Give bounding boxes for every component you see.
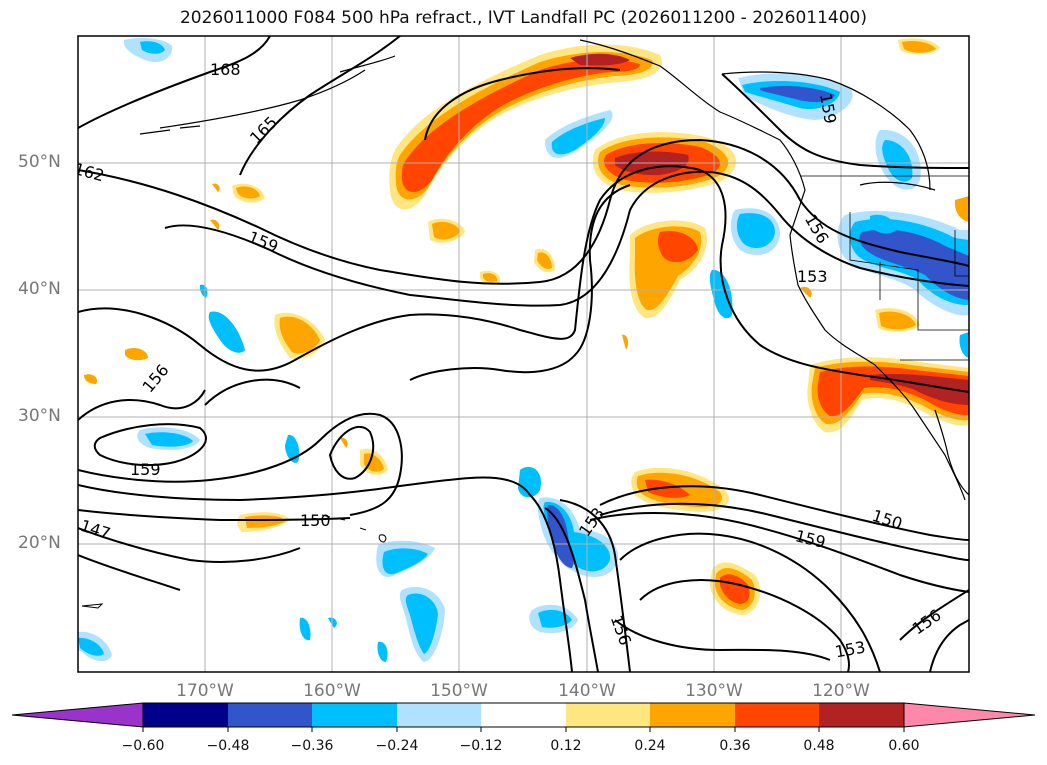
contour-label: 153 <box>797 267 828 286</box>
colorbar-tick-label: −0.60 <box>121 738 165 754</box>
colorbar-tick-label: −0.24 <box>375 738 419 754</box>
colorbar-bin <box>312 703 397 727</box>
lon-label: 170°W <box>176 681 234 701</box>
map-title: 2026011000 F084 500 hPa refract., IVT La… <box>179 8 867 28</box>
colorbar-tick-label: −0.36 <box>290 738 334 754</box>
colorbar-tick-label: −0.12 <box>459 738 503 754</box>
political-borders <box>800 175 969 361</box>
map-frame <box>77 35 970 673</box>
colorbar-bin <box>228 703 312 727</box>
lat-label: 20°N <box>18 533 61 553</box>
lat-label: 50°N <box>18 152 61 172</box>
colorbar-bin <box>735 703 819 727</box>
colorbar-extend-high <box>903 702 1036 728</box>
colorbar-bin <box>481 703 566 727</box>
map-plot-area: 168 165 162 159 156 159 147 150 153 156 … <box>78 36 969 672</box>
lon-label: 130°W <box>685 681 743 701</box>
colorbar-tick-label: 0.24 <box>634 738 666 754</box>
colorbar-tick-label: 0.36 <box>719 738 751 754</box>
colorbar-tick-label: −0.48 <box>206 738 250 754</box>
colorbar-bin <box>650 703 735 727</box>
lat-label: 40°N <box>18 279 61 299</box>
positive-anomaly-shading <box>84 38 969 615</box>
lon-label: 140°W <box>558 681 616 701</box>
contour-label: 168 <box>210 60 241 79</box>
contour-label: 159 <box>130 460 161 479</box>
colorbar <box>11 702 1036 732</box>
colorbar-tick-label: 0.48 <box>803 738 835 754</box>
colorbar-bin <box>566 703 650 727</box>
colorbar-bin <box>397 703 481 727</box>
height-contours <box>78 36 969 672</box>
contour-label: 150 <box>300 511 331 530</box>
lat-label: 30°N <box>18 406 61 426</box>
lon-label: 120°W <box>812 681 870 701</box>
colorbar-bin <box>819 703 904 727</box>
lon-label: 150°W <box>430 681 488 701</box>
colorbar-bin <box>143 703 228 727</box>
lon-label: 160°W <box>303 681 361 701</box>
colorbar-tick-label: 0.12 <box>550 738 582 754</box>
colorbar-extend-low <box>11 702 144 728</box>
colorbar-tick-label: 0.60 <box>888 738 920 754</box>
coastlines <box>139 39 969 501</box>
